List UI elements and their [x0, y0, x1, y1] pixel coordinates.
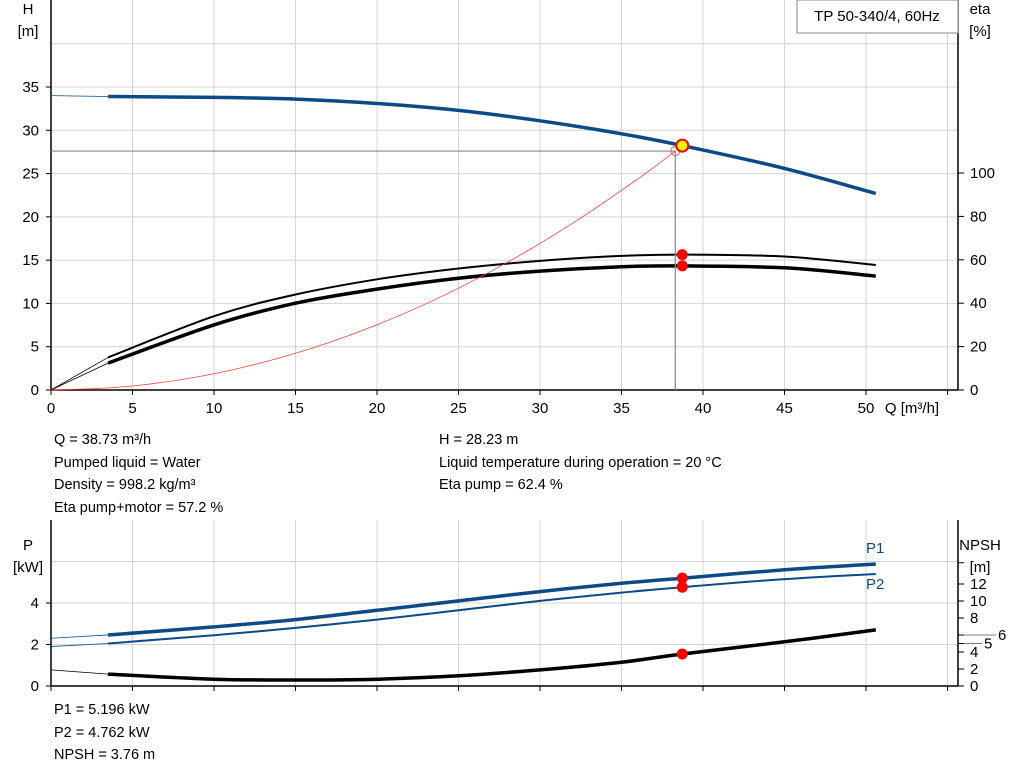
- y-axis-title-right-unit: [m]: [970, 559, 991, 576]
- p1-marker: [676, 572, 688, 584]
- legend-box: [796, 0, 959, 34]
- x-tick-label: 10: [206, 400, 223, 417]
- y-tick-label-right: 2: [970, 661, 978, 678]
- info-eta-pump: Eta pump = 62.4 %: [439, 477, 563, 493]
- y-axis-title-left-unit: [m]: [18, 23, 39, 40]
- y-tick-label-right: 60: [970, 252, 987, 269]
- y-tick-label-left: 25: [22, 166, 39, 183]
- chart-title: TP 50-340/4, 60Hz: [814, 8, 940, 25]
- x-tick-label: 50: [858, 400, 875, 417]
- curve-extension-P2: [50, 643, 109, 647]
- x-tick-label: 30: [532, 400, 549, 417]
- duty-info-left: Q = 38.73 m³/h Pumped liquid = Water Den…: [54, 429, 223, 519]
- info-p2: P2 = 4.762 kW: [54, 724, 150, 741]
- y-tick-label-left: 20: [22, 209, 39, 226]
- y-tick-label-left: 30: [22, 122, 39, 139]
- curve-extension-H: [50, 95, 109, 97]
- y-axis-title-left-unit: [kW]: [13, 559, 43, 576]
- y-tick-label-left: 10: [22, 295, 39, 312]
- info-density: Density = 998.2 kg/m³: [54, 477, 196, 493]
- chart-panel-0: 0 5 10 15 20 25 30 35 40 45 50 0 5 10 15 20 25 30 35 0 20 40 6…: [18, 0, 995, 417]
- y-axis-title-left: H: [23, 1, 34, 18]
- y-axis-title-right: eta: [970, 1, 992, 18]
- y-tick-label-right: 8: [970, 610, 978, 627]
- y-tick-label-right: 100: [970, 165, 995, 182]
- y-tick-label-right: 5: [984, 636, 992, 653]
- info-p1: P1 = 5.196 kW: [54, 702, 150, 718]
- x-axis-title: Q [m³/h]: [885, 400, 939, 417]
- info-eta-pump-motor: Eta pump+motor = 57.2 %: [54, 499, 224, 516]
- y-tick-label-left: 5: [31, 339, 39, 356]
- x-tick-label: 35: [613, 400, 630, 417]
- y-tick-label-left: 2: [31, 637, 39, 654]
- curve-extension-eta_pump: [50, 357, 109, 391]
- y-tick-label-left: 35: [22, 79, 39, 96]
- curve-extension-NPSH: [50, 669, 109, 675]
- info-npsh: NPSH = 3.76 m: [54, 747, 156, 763]
- eta-pump-marker: [676, 249, 688, 261]
- curve-system_curve: [50, 150, 676, 391]
- y-axis-title-right: NPSH: [959, 537, 1001, 554]
- info-q: Q = 38.73 m³/h: [54, 432, 152, 448]
- npsh-marker: [676, 648, 688, 660]
- y-tick-label-left: 4: [31, 595, 39, 612]
- y-tick-label-right: 10: [970, 593, 987, 610]
- info-liquid: Pumped liquid = Water: [54, 454, 201, 471]
- curve-P2: [108, 573, 876, 645]
- x-tick-label: 25: [450, 400, 467, 417]
- y-tick-label-left: 15: [22, 252, 39, 269]
- curve-extension-eta_pump_motor: [50, 362, 109, 391]
- series-label-p1: P1: [866, 540, 884, 557]
- info-temperature: Liquid temperature during operation = 20…: [439, 454, 722, 471]
- power-info: P1 = 5.196 kW P2 = 4.762 kW NPSH = 3.76 …: [54, 699, 155, 767]
- y-tick-label-right: 0: [970, 382, 978, 399]
- y-axis-title-right-unit: [%]: [969, 23, 991, 40]
- duty-point-marker: [675, 138, 690, 153]
- y-tick-label-right: 40: [970, 295, 987, 312]
- y-tick-label-right: 0: [970, 678, 978, 695]
- p2-marker: [676, 581, 688, 593]
- info-h: H = 28.23 m: [439, 432, 519, 448]
- x-tick-label: 5: [128, 400, 136, 417]
- curve-eta_pump_motor: [107, 264, 876, 365]
- x-tick-label: 15: [287, 400, 304, 417]
- y-tick-label-left: 0: [31, 678, 39, 695]
- x-tick-label: 0: [47, 400, 55, 417]
- y-tick-label-right: 6: [998, 627, 1006, 644]
- x-tick-label: 20: [369, 400, 386, 417]
- y-tick-label-right: 12: [970, 576, 987, 593]
- curve-NPSH: [108, 628, 877, 682]
- y-tick-label-left: 0: [31, 382, 39, 399]
- curve-eta_pump: [107, 253, 876, 359]
- y-tick-label-right: 4: [970, 644, 978, 661]
- curve-extension-P1: [50, 634, 109, 639]
- series-label-p2: P2: [866, 576, 884, 593]
- curve-P1: [107, 562, 876, 637]
- y-tick-label-right: 80: [970, 208, 987, 225]
- x-tick-label: 45: [776, 400, 793, 417]
- x-tick-label: 40: [695, 400, 712, 417]
- duty-info-right: H = 28.23 m Liquid temperature during op…: [439, 429, 722, 497]
- y-axis-title-left: P: [23, 537, 33, 554]
- curve-H: [108, 94, 877, 196]
- y-tick-label-right: 20: [970, 339, 987, 356]
- eta-pump-motor-marker: [676, 260, 688, 272]
